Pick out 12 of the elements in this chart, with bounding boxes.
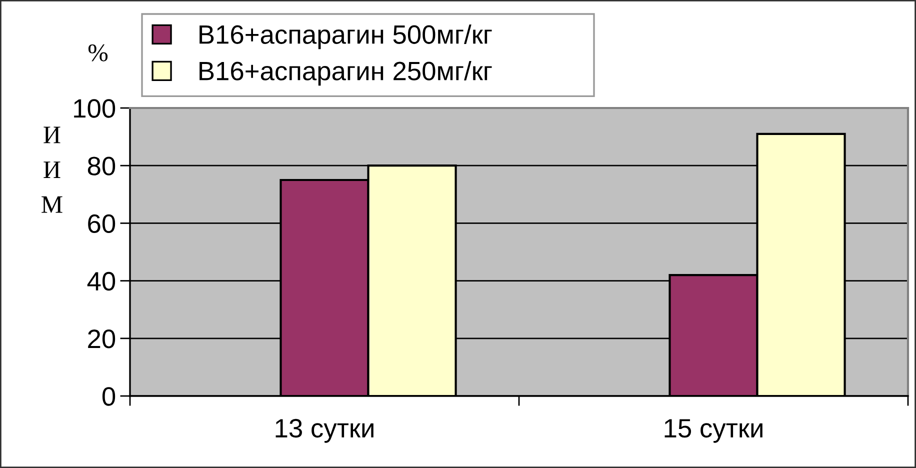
legend-label: B16+аспарагин 500мг/кг xyxy=(200,24,492,50)
text: % xyxy=(88,44,108,62)
y-tick-label: 20 xyxy=(88,330,116,348)
y-axis-title: ИИМ xyxy=(42,126,62,213)
y-tick-label: 0 xyxy=(102,387,116,406)
y-tick-label: 40 xyxy=(87,272,116,291)
y-tick-label: 80 xyxy=(88,156,116,176)
y-tick-label: 60 xyxy=(88,214,116,234)
x-tick-label: 13 сутки xyxy=(276,418,374,443)
legend-label: B16+аспарагин 250мг/кг xyxy=(200,61,492,86)
x-tick-label: 15 сутки xyxy=(664,419,762,443)
y-tick-label: 100 xyxy=(74,99,116,118)
